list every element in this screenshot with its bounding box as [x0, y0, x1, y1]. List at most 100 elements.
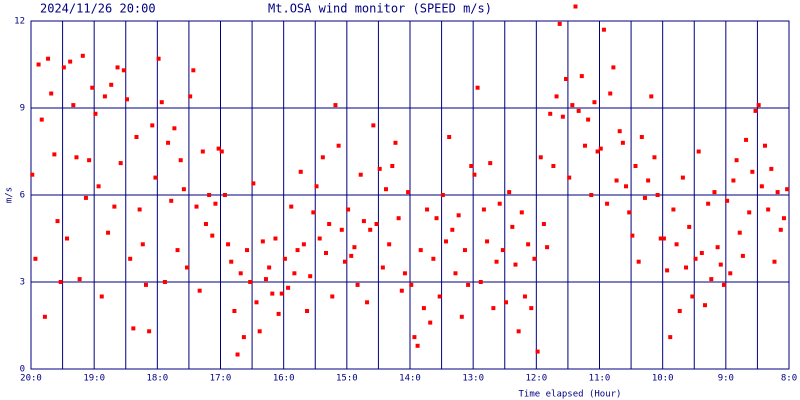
data-point [226, 242, 231, 247]
data-point [181, 187, 186, 192]
data-point [541, 222, 546, 226]
data-point [639, 135, 644, 139]
data-point [115, 65, 120, 70]
data-point [608, 91, 613, 96]
data-point [311, 210, 316, 215]
data-point [731, 178, 736, 183]
data-point [412, 335, 417, 340]
data-point [374, 222, 379, 226]
data-point [77, 277, 82, 282]
data-point [295, 248, 300, 253]
data-point [118, 161, 123, 166]
data-point [46, 56, 51, 61]
data-point [415, 343, 420, 348]
data-point [450, 227, 455, 232]
data-point [747, 210, 752, 215]
data-point [333, 103, 338, 108]
data-point [598, 146, 603, 151]
data-point [573, 4, 578, 9]
data-point [696, 149, 701, 154]
data-point [466, 282, 471, 287]
data-point [68, 59, 73, 64]
data-point [248, 280, 253, 284]
data-point [516, 329, 521, 334]
x-tick-label: 13:0 [462, 374, 484, 384]
data-point [112, 204, 117, 209]
data-point [715, 245, 720, 250]
data-point [434, 216, 439, 221]
data-point [611, 65, 616, 70]
data-point [232, 309, 237, 313]
data-point [393, 140, 398, 145]
data-point [627, 210, 632, 215]
data-point [55, 219, 60, 224]
data-point [298, 169, 303, 174]
data-point [444, 239, 449, 244]
data-point [519, 210, 524, 215]
data-point [128, 256, 133, 261]
data-point [39, 117, 44, 122]
data-point [744, 137, 749, 142]
x-tick-label: 8:0 [781, 374, 797, 384]
data-point [649, 94, 654, 99]
data-point [216, 146, 221, 151]
data-point [684, 265, 689, 270]
data-point [191, 68, 196, 73]
data-point [488, 161, 493, 166]
data-point [346, 207, 351, 212]
chart-title: Mt.OSA wind monitor (SPEED m/s) [268, 2, 492, 16]
data-point [721, 282, 726, 287]
data-point [314, 184, 319, 189]
data-point [210, 233, 215, 238]
data-point [560, 114, 565, 119]
timestamp: 2024/11/26 20:00 [40, 2, 156, 16]
data-point [169, 198, 174, 203]
data-point [605, 201, 610, 206]
data-point [383, 187, 388, 192]
data-point [633, 164, 638, 168]
x-axis-label: Time elapsed (Hour) [519, 390, 622, 400]
data-point [185, 265, 190, 270]
data-point [96, 184, 101, 189]
data-point [140, 242, 145, 247]
data-point [153, 175, 158, 180]
data-point [425, 207, 430, 212]
data-point [402, 271, 407, 276]
data-point [699, 251, 704, 255]
data-point [485, 239, 490, 244]
data-point [336, 143, 341, 148]
data-point [273, 236, 278, 241]
data-point [428, 320, 433, 325]
data-point [661, 236, 666, 241]
data-point [137, 207, 142, 212]
data-point [87, 158, 92, 163]
data-point [178, 158, 183, 163]
data-point [564, 77, 569, 81]
data-point [238, 271, 243, 276]
data-point [592, 100, 597, 105]
data-point [371, 123, 376, 128]
y-tick-label: 6 [20, 191, 25, 201]
data-point [500, 248, 505, 253]
data-point [267, 265, 272, 270]
data-point [601, 27, 606, 32]
data-point [718, 262, 723, 267]
data-point [658, 236, 663, 241]
data-point [447, 135, 452, 139]
data-point [143, 282, 148, 287]
y-axis-label: m/s [5, 187, 15, 203]
data-point [279, 291, 284, 296]
data-point [652, 155, 657, 160]
data-point [469, 164, 474, 168]
data-point [570, 103, 575, 108]
data-point [690, 294, 695, 299]
data-point [323, 251, 328, 255]
data-point [456, 213, 461, 218]
data-point [538, 155, 543, 160]
data-point [709, 277, 714, 282]
data-point [545, 245, 550, 250]
data-point [582, 143, 587, 148]
data-point [409, 282, 414, 287]
data-point [219, 149, 224, 154]
